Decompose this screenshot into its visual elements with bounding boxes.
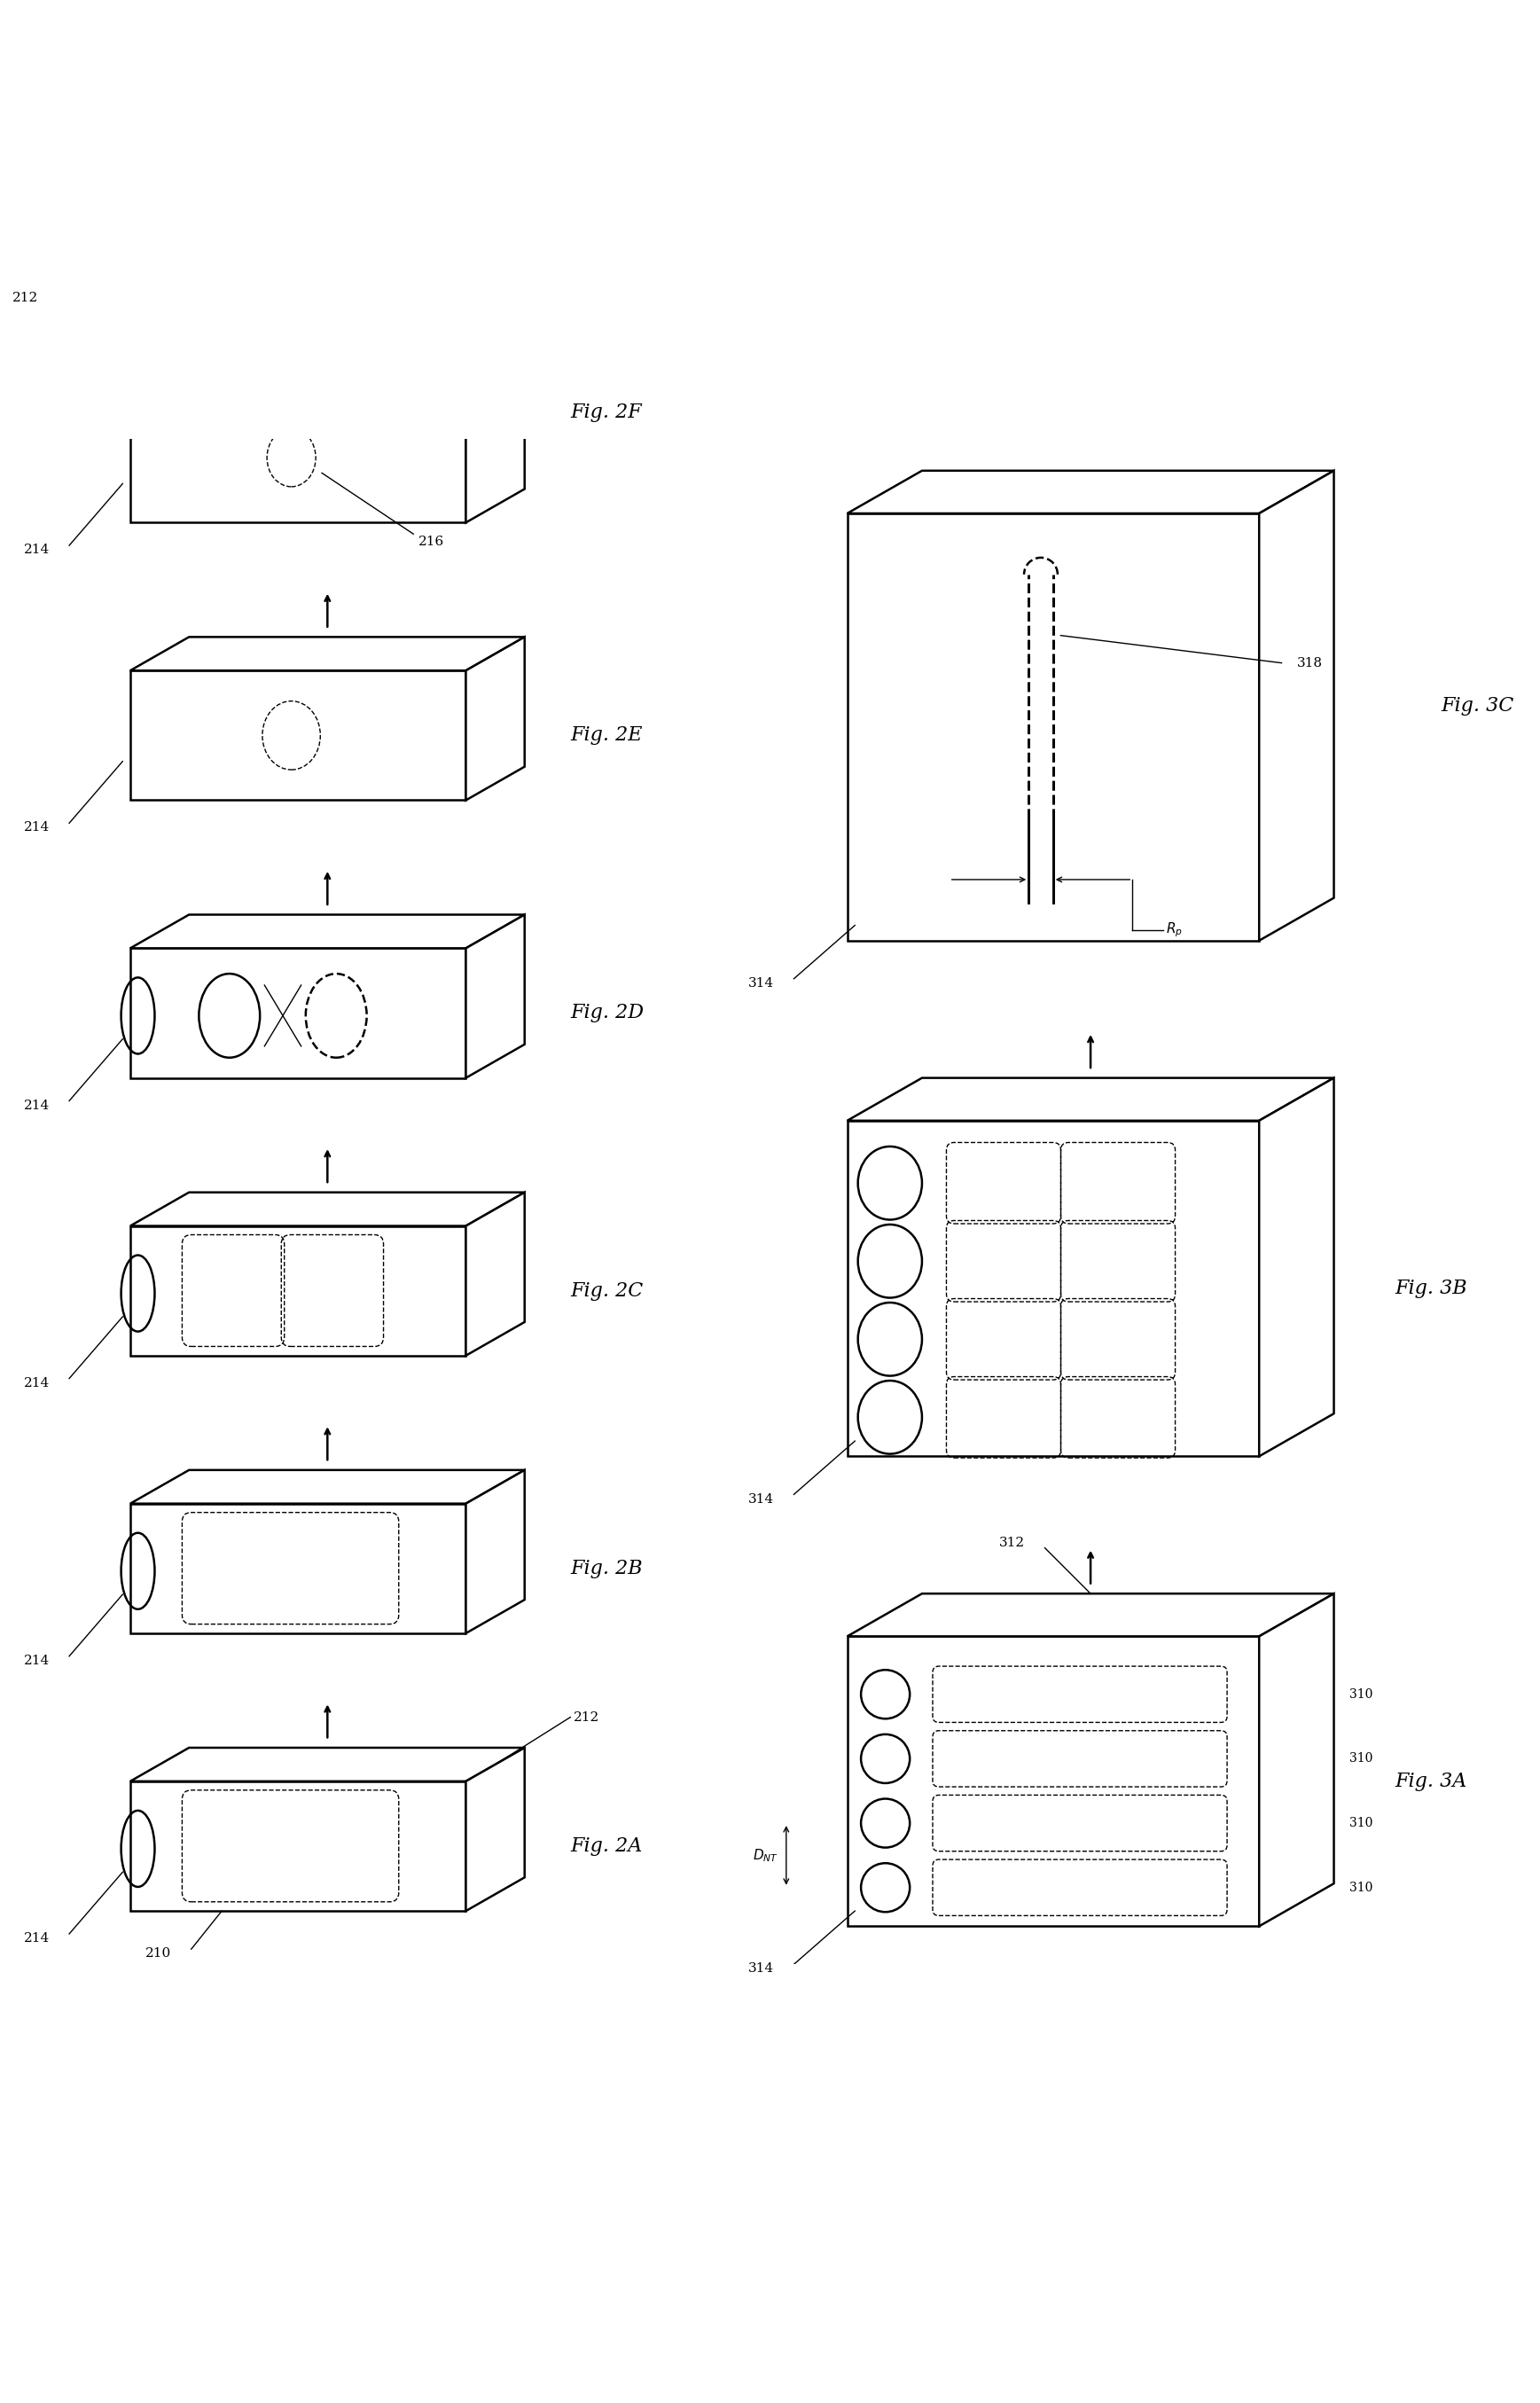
Text: Fig. 2C: Fig. 2C [570, 1281, 644, 1300]
Polygon shape [467, 1747, 525, 1910]
Polygon shape [847, 1593, 1334, 1636]
Text: $R_p$: $R_p$ [1166, 920, 1183, 940]
Polygon shape [467, 1192, 525, 1355]
Polygon shape [1260, 471, 1334, 940]
Polygon shape [131, 637, 525, 670]
Text: Fig. 2E: Fig. 2E [570, 726, 642, 745]
Polygon shape [131, 916, 525, 949]
Text: Fig. 2F: Fig. 2F [570, 401, 642, 421]
Text: Fig. 3C: Fig. 3C [1440, 697, 1514, 716]
Polygon shape [131, 1781, 467, 1910]
Text: 214: 214 [23, 1932, 49, 1944]
Polygon shape [467, 916, 525, 1079]
Polygon shape [131, 670, 467, 800]
Polygon shape [131, 1226, 467, 1355]
Text: $D_{NT}$: $D_{NT}$ [753, 1848, 779, 1865]
Polygon shape [131, 1471, 525, 1504]
Polygon shape [467, 637, 525, 800]
Polygon shape [1260, 1593, 1334, 1927]
Text: 310: 310 [1349, 1817, 1372, 1829]
Polygon shape [131, 1747, 525, 1781]
Text: Fig. 2B: Fig. 2B [570, 1560, 642, 1579]
Text: 310: 310 [1349, 1882, 1372, 1894]
Text: 318: 318 [1297, 656, 1323, 668]
Polygon shape [847, 1079, 1334, 1120]
Polygon shape [467, 360, 525, 521]
Polygon shape [131, 360, 525, 392]
Polygon shape [131, 1504, 467, 1634]
Polygon shape [847, 471, 1334, 514]
Text: 214: 214 [23, 543, 49, 555]
Text: 310: 310 [1349, 1752, 1372, 1764]
Text: 312: 312 [999, 1538, 1024, 1550]
Text: 214: 214 [23, 1656, 49, 1668]
Text: 314: 314 [748, 1963, 775, 1975]
Text: Fig. 2D: Fig. 2D [570, 1004, 644, 1024]
Text: 212: 212 [12, 293, 38, 305]
Text: 216: 216 [417, 536, 444, 548]
Polygon shape [847, 1636, 1260, 1927]
Polygon shape [847, 1120, 1260, 1456]
Polygon shape [131, 1192, 525, 1226]
Polygon shape [847, 514, 1260, 940]
Text: 314: 314 [748, 978, 775, 990]
Text: 310: 310 [1349, 1687, 1372, 1701]
Text: 212: 212 [573, 1711, 599, 1723]
Text: Fig. 3A: Fig. 3A [1395, 1771, 1468, 1790]
Text: 214: 214 [23, 822, 49, 834]
Text: 214: 214 [23, 1377, 49, 1389]
Text: 214: 214 [23, 1098, 49, 1113]
Polygon shape [131, 392, 467, 521]
Text: Fig. 3B: Fig. 3B [1395, 1278, 1468, 1298]
Text: Fig. 2A: Fig. 2A [570, 1836, 642, 1855]
Polygon shape [467, 1471, 525, 1634]
Polygon shape [1260, 1079, 1334, 1456]
Text: 210: 210 [145, 1946, 171, 1961]
Text: 314: 314 [748, 1492, 775, 1504]
Polygon shape [131, 949, 467, 1079]
